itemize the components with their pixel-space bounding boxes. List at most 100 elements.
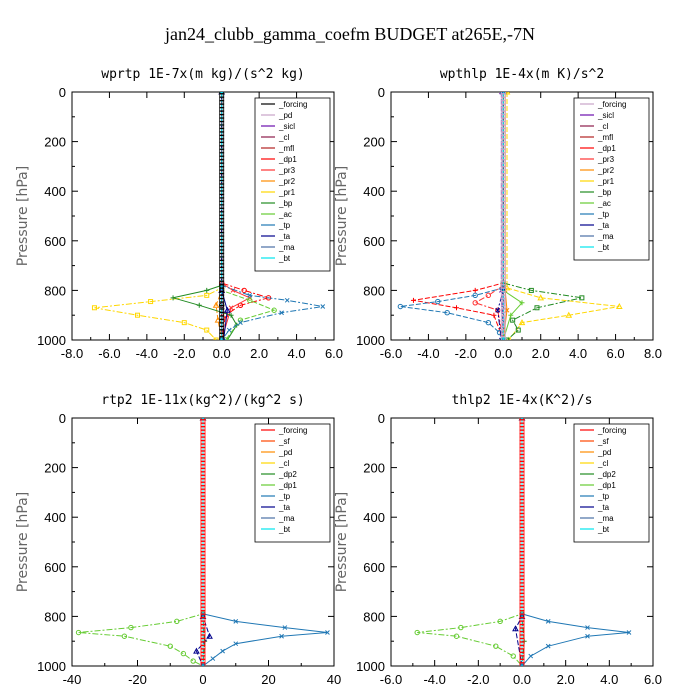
data-point xyxy=(167,643,173,649)
x-tick-label: -8.0 xyxy=(61,346,83,361)
legend-label: _ma xyxy=(278,514,295,523)
zero-line-marker xyxy=(500,103,506,109)
data-point xyxy=(325,630,330,635)
data-point xyxy=(410,297,416,303)
y-tick-label: 1000 xyxy=(356,659,385,674)
zero-line-marker xyxy=(519,422,525,428)
zero-line-marker xyxy=(219,284,225,289)
zero-line-marker xyxy=(219,311,225,317)
zero-line-marker xyxy=(500,318,506,324)
data-point xyxy=(135,312,140,318)
series-line-pr2 xyxy=(215,92,223,340)
zero-line-marker xyxy=(219,242,225,248)
data-point xyxy=(493,643,499,649)
zero-line-marker xyxy=(519,512,525,518)
y-axis-label-4: Pressure [hPa] xyxy=(334,492,350,592)
zero-line-marker xyxy=(219,141,225,147)
zero-line-marker xyxy=(500,259,506,265)
zero-line-marker xyxy=(519,561,525,567)
data-point xyxy=(435,298,441,305)
zero-line-marker xyxy=(219,301,225,307)
series-line-tp xyxy=(202,418,328,666)
y-tick-label: 600 xyxy=(363,234,385,249)
zero-line-marker xyxy=(219,169,225,175)
legend-label: _cl xyxy=(597,122,608,131)
zero-line-marker xyxy=(500,332,506,338)
data-point xyxy=(233,641,239,647)
x-tick-label: -6.0 xyxy=(380,346,402,361)
legend-label: _tp xyxy=(597,210,610,219)
legend-1: _forcing _pd _sicl _cl _mfl _dp1 _pr3 _pr2 _pr1 _… xyxy=(254,97,331,272)
legend-label: _tp xyxy=(278,492,291,501)
zero-line-marker xyxy=(219,221,225,227)
series-line-tp xyxy=(400,92,504,340)
zero-line-marker xyxy=(519,627,525,633)
data-point xyxy=(226,327,232,333)
data-point xyxy=(454,305,459,311)
zero-line-marker xyxy=(219,259,225,265)
zero-line-marker xyxy=(219,117,225,123)
legend-label: _bt xyxy=(278,525,291,534)
zero-line-marker xyxy=(200,436,206,442)
zero-line-marker xyxy=(219,193,225,199)
series-line-ta xyxy=(497,92,504,340)
zero-line-marker xyxy=(519,596,525,601)
legend-label: _dp2 xyxy=(597,470,616,479)
zero-line-marker xyxy=(200,512,206,518)
legend-label: _tp xyxy=(597,492,610,501)
zero-line-marker xyxy=(200,519,206,525)
data-point xyxy=(247,293,253,298)
zero-line-marker xyxy=(519,589,525,594)
zero-line-marker xyxy=(500,218,506,223)
zero-line-marker xyxy=(200,540,206,546)
zero-line-marker xyxy=(500,273,506,279)
series-line-bp xyxy=(172,92,238,340)
zero-line-marker xyxy=(500,211,506,216)
zero-line-marker xyxy=(519,502,525,508)
x-tick-label: -2.0 xyxy=(467,672,489,687)
zero-line-marker xyxy=(519,426,525,431)
zero-line-marker xyxy=(200,429,206,435)
x-tick-label: 0 xyxy=(199,672,206,687)
zero-line-marker xyxy=(219,124,225,130)
zero-line-marker xyxy=(519,554,525,560)
zero-line-marker xyxy=(219,190,225,196)
y-tick-label: 200 xyxy=(363,461,385,476)
zero-line-marker xyxy=(519,616,525,622)
zero-line-marker xyxy=(519,474,525,480)
x-tick-label: -4.0 xyxy=(423,672,445,687)
legend-label: _bp xyxy=(278,199,293,208)
zero-line-marker xyxy=(219,200,225,206)
legend-label: _sicl xyxy=(278,122,295,131)
zero-line-marker xyxy=(219,179,225,185)
data-point xyxy=(204,327,210,333)
data-point xyxy=(453,633,460,639)
zero-line-marker xyxy=(200,606,206,612)
zero-line-marker xyxy=(200,474,206,480)
zero-line-marker xyxy=(219,308,225,314)
zero-line-marker xyxy=(219,256,225,262)
zero-line-marker xyxy=(200,662,206,666)
x-tick-label: 0.0 xyxy=(213,346,231,361)
x-tick-label: 6.0 xyxy=(607,346,625,361)
legend-label: _pd xyxy=(278,111,292,120)
y-tick-label: 1000 xyxy=(37,333,66,348)
zero-line-marker xyxy=(219,332,225,338)
zero-line-marker xyxy=(519,547,525,553)
zero-line-marker xyxy=(200,523,206,529)
zero-line-marker xyxy=(500,145,506,150)
legend-label: _ta xyxy=(278,232,291,241)
data-point xyxy=(508,312,514,318)
data-point xyxy=(504,337,510,340)
zero-line-marker xyxy=(219,249,225,255)
legend-label: _forcing xyxy=(278,426,307,435)
data-point xyxy=(213,337,219,340)
zero-line-marker xyxy=(219,297,225,303)
zero-line-marker xyxy=(500,294,506,300)
data-point xyxy=(503,92,511,95)
data-point xyxy=(241,287,247,294)
zero-line-marker xyxy=(519,464,525,470)
zero-line-marker xyxy=(500,225,506,230)
y-tick-label: 400 xyxy=(44,184,66,199)
